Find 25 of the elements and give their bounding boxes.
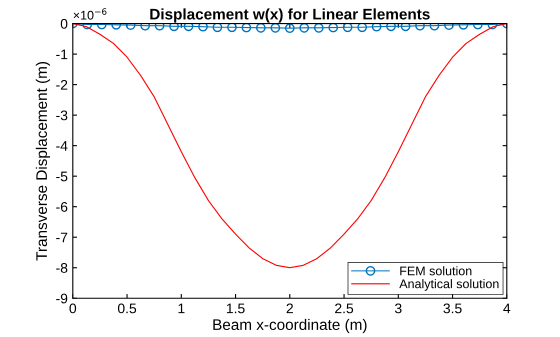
y-tick-label: 0 [60, 18, 68, 29]
y-tick-label: -1 [56, 50, 68, 60]
legend-label: FEM solution [400, 266, 472, 276]
x-tick-label: 3 [394, 303, 402, 314]
x-tick-label: 3.5 [443, 303, 462, 314]
y-tick-label: -2 [56, 80, 68, 90]
x-axis-title: Beam x-coordinate (m) [213, 318, 367, 334]
x-tick-label: 0 [69, 303, 76, 314]
x-tick-label: 1 [178, 304, 184, 314]
legend-label: Analytical solution [399, 279, 498, 291]
y-tick-label: -6 [56, 202, 68, 212]
y-tick-label: -8 [56, 263, 68, 273]
y-tick-label: -7 [56, 232, 68, 242]
y-tick-label: -4 [56, 141, 68, 151]
y-tick-label: -9 [56, 294, 68, 304]
x-tick-label: 2 [286, 303, 293, 314]
x-tick-label: 0.5 [118, 303, 136, 314]
x-tick-label: 4 [503, 304, 510, 314]
chart-title: Displacement w(x) for Linear Elements [150, 8, 430, 23]
y-tick-label: -5 [56, 172, 68, 182]
text: ×10$^{−6}$ [74, 8, 106, 20]
y-tick-label: -3 [56, 110, 68, 120]
y-axis-title: Transverse Displacement (m) [36, 62, 50, 260]
x-tick-label: 1.5 [226, 304, 245, 314]
x-tick-label: 2.5 [335, 303, 354, 314]
